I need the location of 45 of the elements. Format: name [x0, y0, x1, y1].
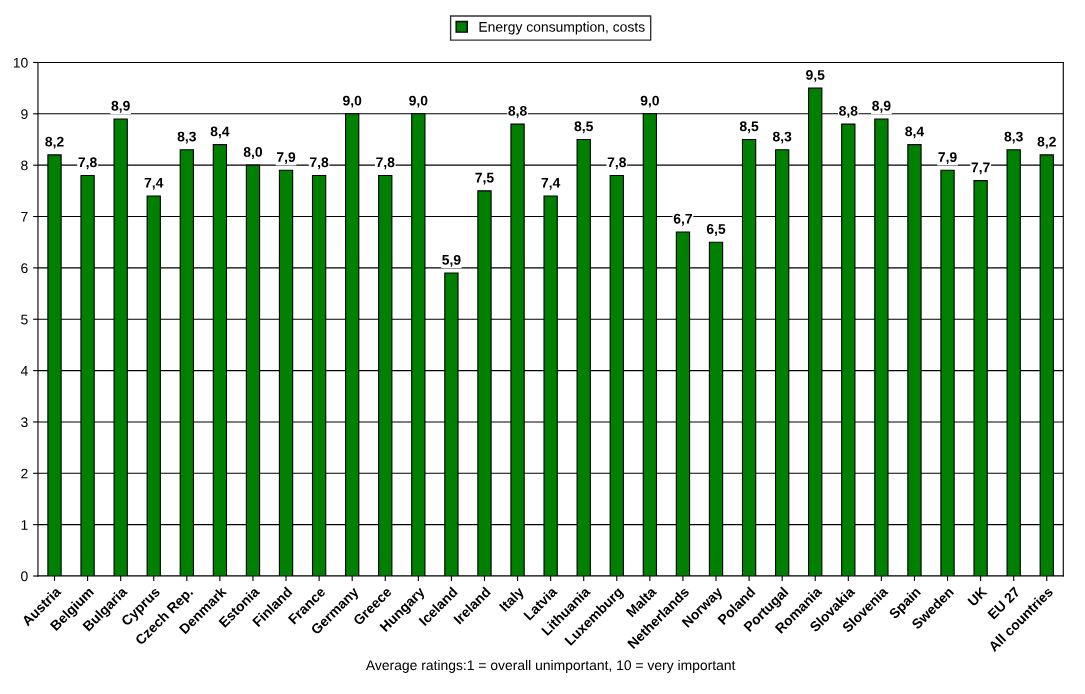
data-label: 9,0	[409, 95, 428, 108]
data-label: 8,3	[1004, 131, 1023, 144]
data-label: 8,3	[772, 131, 792, 144]
data-label: 8,2	[45, 136, 64, 149]
data-label: 7,8	[376, 157, 395, 170]
data-label: 7,9	[276, 152, 296, 165]
y-tick-label: 9	[21, 109, 28, 119]
y-tick-label: 7	[21, 212, 28, 222]
data-label: 8,8	[839, 105, 858, 118]
data-label: 8,5	[739, 121, 759, 134]
data-label: 8,8	[508, 105, 527, 118]
data-label: 7,5	[475, 172, 494, 185]
data-label: 8,3	[177, 131, 196, 144]
data-label: 9,5	[806, 70, 825, 82]
y-tick-label: 6	[21, 263, 28, 274]
data-label: 7,7	[971, 162, 990, 175]
data-label: 6,5	[706, 224, 726, 236]
y-tick-label: 0	[21, 571, 28, 582]
data-label: 8,2	[1037, 136, 1056, 149]
y-tick-label: 8	[21, 160, 28, 171]
y-tick-label: 2	[21, 468, 28, 479]
data-label: 8,4	[905, 126, 925, 139]
data-label: 9,0	[640, 95, 659, 108]
data-label: 8,0	[243, 147, 263, 159]
data-label: 8,5	[574, 121, 593, 134]
data-label: 8,4	[210, 126, 230, 139]
data-label: 7,9	[938, 152, 957, 165]
y-tick-label: 5	[21, 314, 28, 325]
y-tick-label: 3	[21, 417, 28, 428]
x-tick-label: UK	[967, 586, 988, 607]
y-tick-label: 4	[20, 366, 28, 376]
data-label: 9,0	[343, 95, 362, 108]
data-label: 7,4	[144, 177, 164, 190]
y-tick-label: 1	[21, 520, 28, 530]
data-label: 7,8	[607, 157, 627, 170]
data-label: 7,4	[541, 177, 561, 190]
x-axis-title: Average ratings:1 = overall unimportant, 10 = very important	[365, 659, 736, 673]
y-tick-label: 10	[13, 57, 28, 68]
data-label: 5,9	[442, 254, 461, 267]
data-label: 8,9	[872, 100, 891, 113]
data-label: 7,8	[310, 157, 329, 170]
data-label: 6,7	[673, 213, 692, 226]
data-label: 7,8	[78, 157, 97, 170]
legend-label: Energy consumption, costs	[479, 21, 645, 35]
data-label: 8,9	[111, 100, 130, 113]
